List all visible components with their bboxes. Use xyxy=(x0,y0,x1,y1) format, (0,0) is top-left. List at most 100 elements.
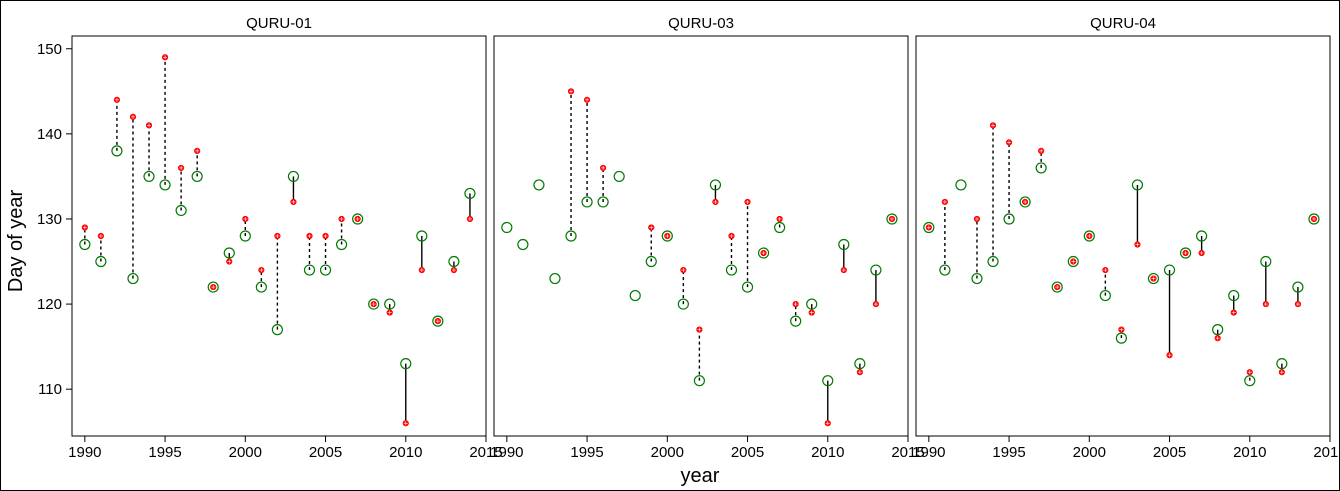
panel-title: QURU-04 xyxy=(1090,15,1156,32)
observed-point xyxy=(319,264,332,276)
data-point-2005 xyxy=(319,232,332,276)
data-point-1998 xyxy=(629,289,641,302)
data-point-2003 xyxy=(287,170,300,206)
data-point-2012 xyxy=(432,315,444,327)
plot-area-border xyxy=(71,35,487,437)
data-point-2000 xyxy=(239,215,251,242)
observed-point xyxy=(971,272,983,285)
y-tick-label: 150 xyxy=(37,41,62,58)
data-point-2004 xyxy=(1147,272,1160,285)
data-point-1992 xyxy=(533,179,545,191)
observed-point xyxy=(223,247,235,259)
x-tick-label: 2000 xyxy=(651,444,684,461)
data-point-2013 xyxy=(448,255,460,274)
observed-point xyxy=(448,255,460,268)
data-point-1994 xyxy=(143,122,155,183)
observed-point xyxy=(517,238,529,251)
data-point-2005 xyxy=(1163,264,1176,359)
observed-point xyxy=(613,170,625,183)
data-point-1991 xyxy=(95,232,107,268)
data-point-1998 xyxy=(1051,281,1063,293)
x-tick-label: 2010 xyxy=(1233,444,1266,461)
observed-point xyxy=(1276,358,1288,370)
observed-point xyxy=(822,375,834,387)
observed-point xyxy=(1115,332,1127,344)
x-tick-label: 2015 xyxy=(891,444,924,461)
x-tick-label: 2015 xyxy=(1313,444,1340,461)
x-axis-label: year xyxy=(681,465,720,487)
data-point-2010 xyxy=(400,358,412,427)
data-point-2005 xyxy=(741,198,754,293)
observed-point xyxy=(1083,230,1095,242)
observed-point xyxy=(501,221,513,234)
panel-title: QURU-01 xyxy=(246,15,312,32)
data-point-2003 xyxy=(709,179,722,206)
observed-point xyxy=(1308,213,1320,225)
x-tick-label: 2005 xyxy=(731,444,764,461)
x-tick-label: 1990 xyxy=(68,444,101,461)
data-point-2012 xyxy=(854,358,866,376)
x-tick-label: 2010 xyxy=(389,444,422,461)
observed-point xyxy=(239,230,251,242)
data-point-1993 xyxy=(549,272,561,285)
data-point-1993 xyxy=(971,215,983,285)
observed-point xyxy=(255,281,267,293)
observed-point xyxy=(1163,264,1176,276)
observed-point xyxy=(790,315,802,327)
observed-point xyxy=(870,264,882,276)
observed-point xyxy=(303,264,316,276)
data-point-2007 xyxy=(774,215,786,234)
panel-title: QURU-03 xyxy=(668,15,734,32)
data-point-2012 xyxy=(1276,358,1288,376)
observed-point xyxy=(629,289,641,302)
data-point-2009 xyxy=(806,298,818,316)
data-point-2002 xyxy=(693,326,705,387)
x-tick-label: 2000 xyxy=(229,444,262,461)
observed-point xyxy=(159,179,171,191)
data-point-2013 xyxy=(870,264,882,308)
observed-point xyxy=(1292,281,1304,293)
observed-point xyxy=(1212,324,1224,336)
observed-point xyxy=(416,230,428,242)
data-point-2004 xyxy=(303,232,316,276)
x-tick-label: 1995 xyxy=(570,444,603,461)
data-point-2008 xyxy=(368,298,380,310)
observed-point xyxy=(1228,289,1240,302)
data-point-1997 xyxy=(191,147,203,183)
x-tick-label: 2015 xyxy=(469,444,502,461)
data-point-2002 xyxy=(1115,326,1127,344)
data-point-1996 xyxy=(1019,196,1031,208)
data-point-2014 xyxy=(886,213,898,225)
observed-point xyxy=(1244,375,1256,387)
data-point-1996 xyxy=(175,164,187,217)
observed-point xyxy=(127,272,139,285)
data-point-2004 xyxy=(725,232,738,276)
observed-point xyxy=(533,179,545,191)
data-point-2002 xyxy=(271,232,283,336)
data-point-1999 xyxy=(1067,255,1079,268)
data-point-2003 xyxy=(1131,179,1144,248)
observed-point xyxy=(923,221,935,234)
observed-point xyxy=(725,264,738,276)
observed-point xyxy=(806,298,818,310)
panel-1: QURU-01 1990 1995 2000 2005 2010 2015 110 120 130… xyxy=(37,15,503,461)
observed-point xyxy=(597,196,609,208)
observed-point xyxy=(1260,255,1272,268)
data-point-2001 xyxy=(1099,266,1111,302)
observed-point xyxy=(838,238,850,251)
observed-point xyxy=(854,358,866,370)
data-point-2009 xyxy=(1228,289,1240,316)
data-point-2000 xyxy=(661,230,673,242)
observed-point xyxy=(432,315,444,327)
observed-point xyxy=(1131,179,1144,191)
data-point-1992 xyxy=(111,96,123,157)
panel-2: QURU-03 1990 1995 2000 2005 2010 2015 xyxy=(490,15,925,461)
data-point-1999 xyxy=(223,247,235,265)
x-tick-label: 2005 xyxy=(1153,444,1186,461)
data-point-1991 xyxy=(939,198,951,276)
data-point-2008 xyxy=(790,300,802,327)
observed-point xyxy=(939,264,951,276)
observed-point xyxy=(693,375,705,387)
panels-group: QURU-01 1990 1995 2000 2005 2010 2015 110 120 130… xyxy=(37,15,1340,461)
panel-3: QURU-04 1990 1995 2000 2005 2010 2015 xyxy=(912,15,1340,461)
